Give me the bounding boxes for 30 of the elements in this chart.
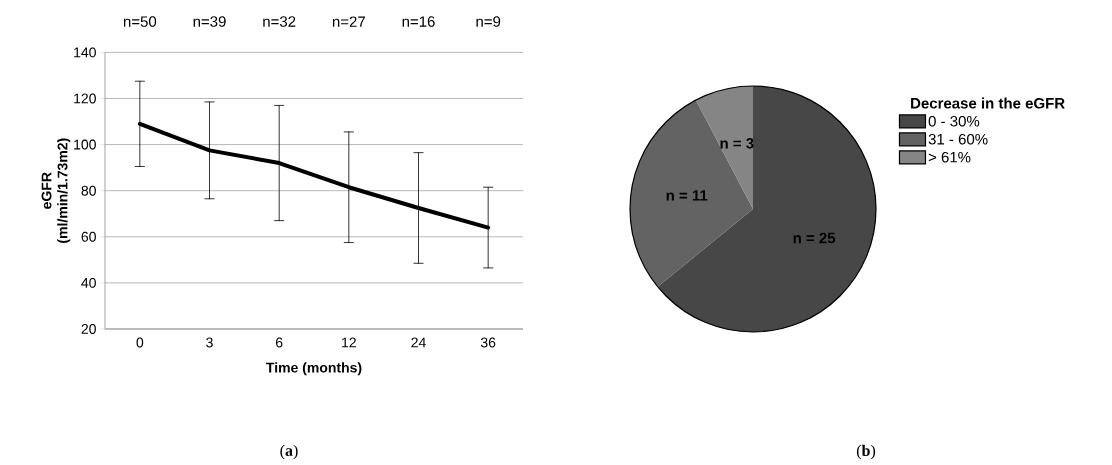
text: n=50: [123, 16, 157, 27]
y-tick-label: 120: [74, 93, 96, 104]
text: n=39: [193, 16, 226, 27]
x-tick-label: 6: [275, 337, 283, 348]
x-tick-label: 12: [342, 337, 356, 348]
x-tick-label: 3: [206, 337, 213, 348]
x-tick-label: 0: [136, 337, 144, 348]
y-tick-label: 60: [81, 231, 96, 242]
y-tick-label: 20: [81, 324, 96, 334]
data-label: n = 25: [793, 232, 836, 244]
x-tick-label: 36: [480, 337, 496, 348]
data-label: n = 3: [720, 137, 754, 149]
legend-label: > 61%: [928, 151, 971, 163]
x-axis-title: Time (months): [266, 362, 362, 376]
x-tick-label: 24: [411, 337, 426, 348]
y-tick-label: 40: [81, 277, 96, 288]
text: n=9: [476, 16, 501, 27]
legend-label: 0 - 30%: [928, 115, 980, 127]
text: n=27: [332, 16, 365, 27]
y-axis-title: eGFR (ml/min/1.73m2): [41, 138, 71, 243]
text: n=16: [402, 16, 435, 27]
text: (a): [280, 444, 298, 460]
y-tick-label: 100: [74, 139, 96, 150]
text: n=32: [263, 16, 296, 27]
data-label: n = 11: [666, 190, 708, 201]
legend-title: Decrease in the eGFR: [911, 97, 1065, 109]
legend-label: 31 - 60%: [928, 133, 988, 145]
y-tick-label: 140: [74, 47, 96, 58]
y-tick-label: 80: [81, 185, 96, 196]
text: (b): [856, 444, 876, 460]
